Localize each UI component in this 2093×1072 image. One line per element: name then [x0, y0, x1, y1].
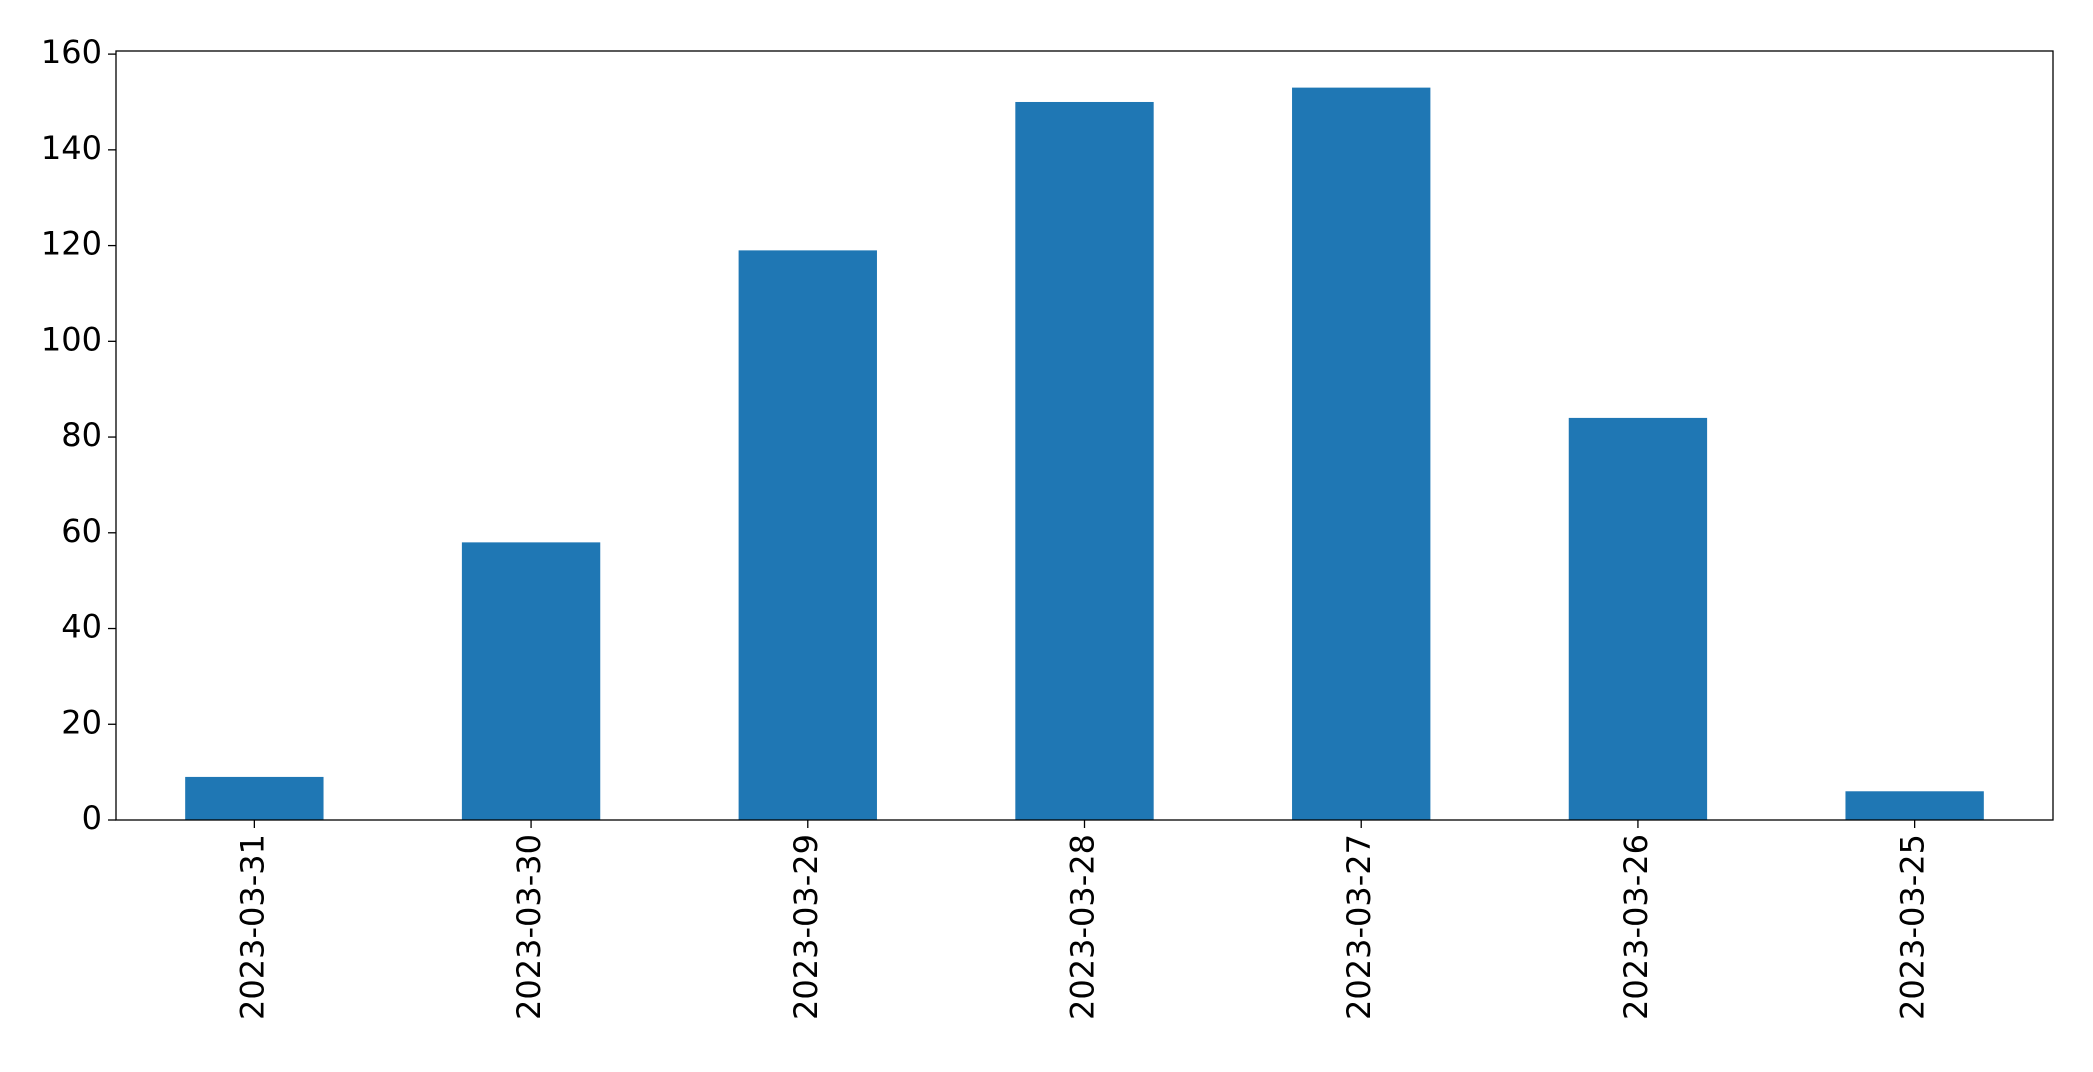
- bar: [738, 250, 877, 821]
- plot-frame: [115, 50, 2054, 821]
- bar: [1845, 791, 1984, 820]
- bar: [185, 776, 324, 820]
- x-tick-label: 2023-03-28: [1064, 834, 1102, 1020]
- y-tick-label: 140: [41, 129, 102, 167]
- bar: [1015, 101, 1154, 820]
- y-tick-label: 0: [82, 799, 102, 837]
- x-tick-label: 2023-03-27: [1340, 834, 1378, 1020]
- x-tick-label: 2023-03-25: [1894, 834, 1932, 1020]
- y-tick-label: 120: [41, 225, 102, 263]
- y-tick-label: 100: [41, 320, 102, 358]
- x-tick-label: 2023-03-30: [510, 834, 548, 1020]
- y-tick-label: 20: [61, 703, 102, 741]
- x-tick-label: 2023-03-31: [233, 834, 271, 1020]
- x-tick-label: 2023-03-29: [787, 834, 825, 1020]
- x-tick-label: 2023-03-26: [1617, 834, 1655, 1020]
- bar: [1568, 417, 1708, 820]
- y-tick-label: 40: [61, 608, 102, 646]
- bar: [1292, 87, 1431, 821]
- y-tick-label: 160: [41, 33, 102, 71]
- y-tick-label: 60: [61, 512, 102, 550]
- y-tick-label: 80: [61, 416, 102, 454]
- bar: [461, 542, 601, 820]
